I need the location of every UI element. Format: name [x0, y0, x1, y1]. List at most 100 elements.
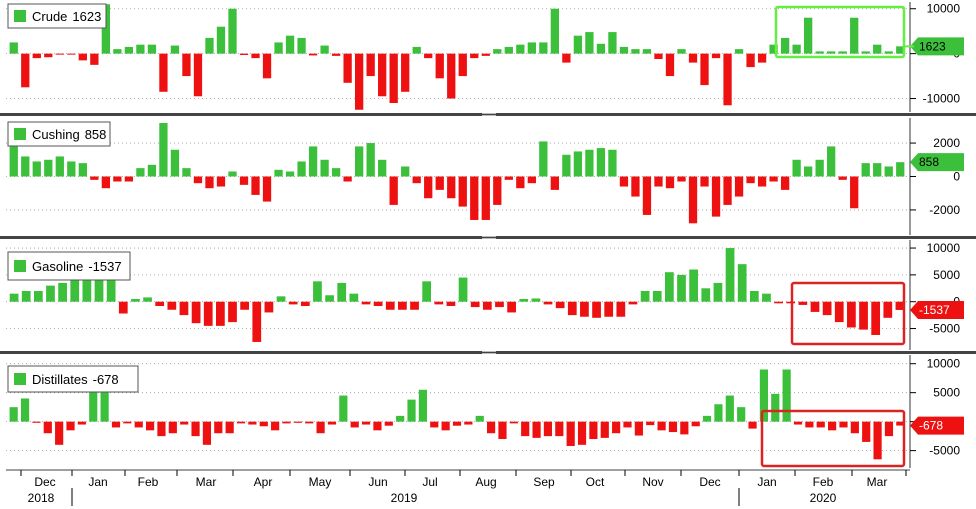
legend[interactable]: Distillates -678 [7, 365, 139, 393]
x-tick-label: Jun [368, 475, 387, 489]
bar [757, 53, 767, 63]
bar [688, 176, 698, 224]
y-tick-label: 10000 [927, 357, 961, 371]
bar [159, 123, 168, 177]
bar [604, 301, 614, 317]
bar [191, 301, 201, 324]
bar [316, 421, 325, 434]
bar [373, 301, 383, 306]
bar [896, 421, 905, 426]
bar [566, 421, 575, 446]
x-tick-label: Feb [813, 475, 834, 489]
bar [32, 161, 41, 177]
bar [504, 46, 513, 54]
x-tick-label: Jan [88, 475, 107, 489]
bar [418, 389, 427, 422]
bar [619, 46, 629, 54]
bar [725, 248, 735, 302]
y-tick-label: 10000 [927, 2, 961, 16]
bar [193, 53, 203, 97]
bar [248, 421, 257, 425]
bar [78, 53, 87, 61]
bar [665, 176, 675, 189]
bar [562, 154, 571, 177]
bar [482, 301, 492, 310]
bar [401, 166, 410, 177]
bar [264, 301, 274, 313]
bar [815, 51, 824, 54]
bar [562, 53, 571, 63]
legend-swatch [14, 260, 26, 272]
bar [883, 301, 893, 318]
bar [711, 176, 721, 217]
highlight-box [760, 409, 906, 468]
legend-series-name: Cushing [32, 127, 80, 142]
bar [67, 53, 76, 55]
bar [447, 53, 456, 99]
bar [539, 141, 548, 177]
bar [665, 272, 674, 302]
bar [297, 161, 306, 177]
bar [822, 301, 832, 316]
x-tick-label: Jan [757, 475, 776, 489]
bar [786, 301, 796, 304]
bar [361, 421, 371, 425]
y-tick-label: -5000 [929, 444, 960, 458]
bar [746, 176, 755, 184]
bar [90, 176, 99, 180]
bar [251, 53, 260, 59]
legend-value: 858 [85, 127, 107, 142]
bar [850, 421, 859, 434]
legend[interactable]: Crude 1623 [7, 3, 107, 29]
bar [859, 301, 868, 330]
bar [146, 421, 155, 431]
bar [504, 176, 513, 180]
bar [113, 176, 122, 182]
bar [580, 301, 589, 317]
bar [884, 421, 894, 437]
panel-separator [0, 351, 976, 354]
bar [331, 168, 341, 177]
bar [539, 42, 548, 54]
bar [320, 45, 329, 54]
bar [702, 415, 712, 422]
bar [21, 53, 30, 88]
bar [827, 146, 836, 177]
bar [458, 277, 468, 302]
x-axis: Dec Jan Feb Mar Apr May Jun Jul Aug Sep Oct Nov Dec J… [6, 469, 910, 506]
x-tick-label: Jul [422, 475, 437, 489]
bar [385, 301, 395, 310]
bar [646, 421, 655, 426]
bar [216, 176, 226, 187]
x-tick-label: Oct [586, 475, 605, 489]
bar [757, 176, 767, 187]
last-value-label: 858 [919, 155, 939, 169]
bar [543, 301, 553, 305]
bar [170, 149, 180, 177]
bar [519, 299, 529, 302]
bar [861, 163, 870, 177]
legend[interactable]: Gasoline -1537 [7, 251, 131, 281]
bar [458, 53, 467, 77]
bar [527, 42, 536, 54]
bar [780, 176, 790, 190]
legend[interactable]: Cushing 858 [7, 121, 111, 147]
y-tick-label: 0 [953, 170, 960, 184]
bar [827, 51, 836, 54]
bar [507, 301, 516, 313]
x-tick-label: Sep [533, 475, 555, 489]
bar [884, 51, 893, 54]
last-value-label: -678 [919, 419, 943, 433]
bar [170, 45, 180, 54]
bar [792, 159, 801, 177]
legend-label: Distillates -678 [32, 372, 119, 387]
bar [259, 421, 268, 427]
bar [838, 51, 847, 54]
x-tick-label: Aug [475, 475, 496, 489]
bar [677, 49, 686, 54]
bar [723, 53, 732, 106]
bar [168, 421, 177, 434]
bar [159, 53, 168, 92]
bar [412, 176, 421, 184]
